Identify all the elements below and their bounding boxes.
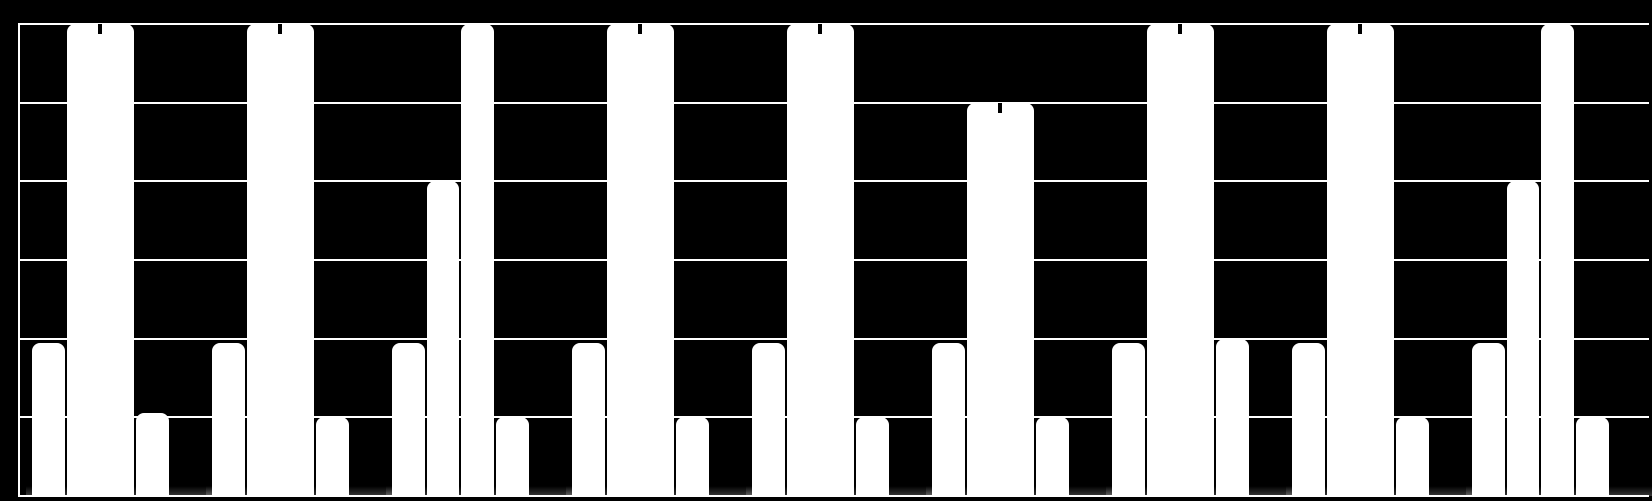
bar-small-left bbox=[32, 343, 65, 496]
bar-big-top-notch bbox=[998, 103, 1002, 113]
bar-big bbox=[1327, 24, 1394, 496]
bar-group bbox=[212, 24, 349, 496]
bar-group bbox=[932, 24, 1069, 496]
bar-big-right-half bbox=[461, 24, 494, 496]
bar-big-right-half bbox=[1541, 24, 1574, 496]
bar-small-right bbox=[1216, 339, 1249, 496]
bar-big bbox=[247, 24, 314, 496]
bar-group bbox=[392, 24, 529, 496]
bar-small-right bbox=[496, 417, 529, 496]
bar-big-left-half bbox=[427, 181, 460, 496]
bar-small-left bbox=[212, 343, 245, 496]
bar-big-top-notch bbox=[278, 24, 282, 34]
bar-small-left bbox=[572, 343, 605, 496]
plot-area bbox=[18, 24, 1649, 496]
bar-small-right bbox=[676, 417, 709, 496]
bar-big bbox=[607, 24, 674, 496]
bar-small-right bbox=[1576, 417, 1609, 496]
bar-small-right bbox=[316, 417, 349, 496]
bar-group bbox=[752, 24, 889, 496]
bar-big-top-notch bbox=[638, 24, 642, 34]
bar-small-left bbox=[1472, 343, 1505, 496]
bar-group bbox=[572, 24, 709, 496]
bar-small-left bbox=[1292, 343, 1325, 496]
bar-small-left bbox=[1112, 343, 1145, 496]
bar-group bbox=[32, 24, 169, 496]
y-axis-line bbox=[18, 24, 20, 496]
bar-small-left bbox=[392, 343, 425, 496]
bar-big bbox=[67, 24, 134, 496]
bar-small-right bbox=[1036, 417, 1069, 496]
bar-small-left bbox=[752, 343, 785, 496]
bar-small-right bbox=[1396, 417, 1429, 496]
bar-small-left bbox=[932, 343, 965, 496]
bar-big bbox=[1147, 24, 1214, 496]
bar-small-right bbox=[136, 413, 169, 496]
bar-big-top-notch bbox=[1178, 24, 1182, 34]
bar-big-left-half bbox=[1507, 181, 1540, 496]
bar-big-top-notch bbox=[1358, 24, 1362, 34]
bar-group bbox=[1292, 24, 1429, 496]
bar-small-right bbox=[856, 417, 889, 496]
bar-group bbox=[1112, 24, 1249, 496]
bar-big-top-notch bbox=[818, 24, 822, 34]
bar-big bbox=[967, 103, 1034, 496]
bar-group bbox=[1472, 24, 1609, 496]
bar-big-top-notch bbox=[98, 24, 102, 34]
bar-big bbox=[787, 24, 854, 496]
